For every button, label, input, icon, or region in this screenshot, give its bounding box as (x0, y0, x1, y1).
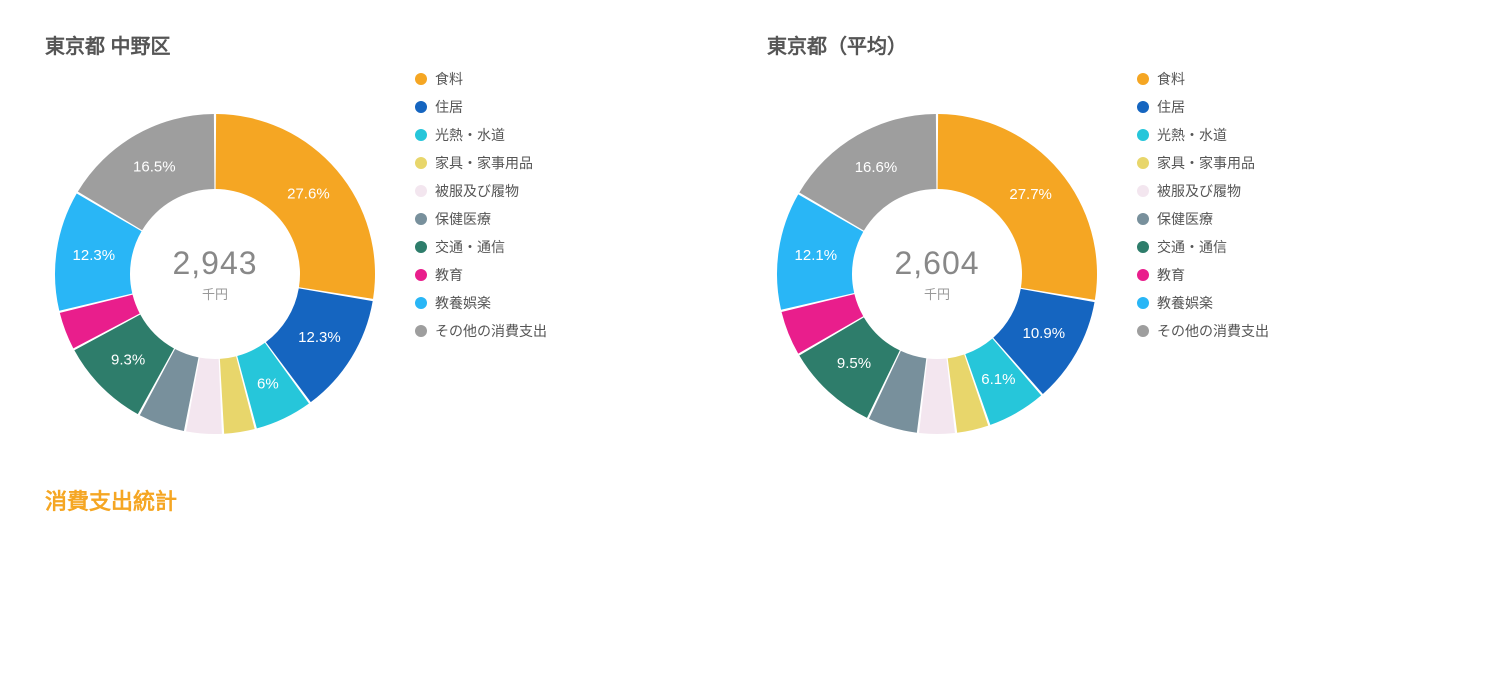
legend-item-other[interactable]: その他の消費支出 (1137, 321, 1269, 341)
legend-item-utilities[interactable]: 光熱・水道 (415, 125, 547, 145)
legend-label: 食料 (435, 69, 463, 89)
legend-label: その他の消費支出 (435, 321, 547, 341)
donut-center-unit: 千円 (894, 284, 979, 303)
legend-label: 交通・通信 (1157, 237, 1227, 257)
legend-swatch (415, 185, 427, 197)
donut-center: 2,604 千円 (894, 245, 979, 303)
legend-label: 保健医療 (435, 209, 491, 229)
legend: 食料住居光熱・水道家具・家事用品被服及び履物保健医療交通・通信教育教養娯楽その他… (1137, 69, 1269, 341)
legend-swatch (415, 241, 427, 253)
legend-item-transport[interactable]: 交通・通信 (415, 237, 547, 257)
legend-item-furniture[interactable]: 家具・家事用品 (415, 153, 547, 173)
legend-swatch (415, 157, 427, 169)
legend-swatch (1137, 129, 1149, 141)
legend-swatch (1137, 213, 1149, 225)
legend-swatch (1137, 157, 1149, 169)
legend-swatch (1137, 185, 1149, 197)
legend-item-education[interactable]: 教育 (415, 265, 547, 285)
slice-label: 9.5% (837, 355, 871, 372)
slice-label: 9.3% (111, 351, 145, 368)
legend-label: 食料 (1157, 69, 1185, 89)
legend-item-leisure[interactable]: 教養娯楽 (415, 293, 547, 313)
legend-label: その他の消費支出 (1157, 321, 1269, 341)
legend-label: 教育 (1157, 265, 1185, 285)
donut-chart: 27.6% 12.3% 6% 9.3% 12.3% 16.5% 2,943 千円 (45, 104, 385, 444)
donut-chart: 27.7% 10.9% 6.1% 9.5% 12.1% 16.6% 2,604 千円 (767, 104, 1107, 444)
legend-item-furniture[interactable]: 家具・家事用品 (1137, 153, 1269, 173)
legend-swatch (1137, 73, 1149, 85)
slice-label: 16.6% (855, 159, 898, 176)
charts-row: 東京都 中野区 27.6% 12.3% 6% 9.3% 12.3% 16.5% 2,943 千円… (45, 30, 1449, 444)
legend-label: 被服及び履物 (435, 181, 519, 201)
slice-label: 10.9% (1023, 325, 1066, 342)
legend-label: 光熱・水道 (1157, 125, 1227, 145)
slice-label: 12.3% (298, 329, 341, 346)
legend-label: 教養娯楽 (435, 293, 491, 313)
legend-item-medical[interactable]: 保健医療 (1137, 209, 1269, 229)
section-title: 消費支出統計 (45, 484, 1449, 516)
legend-item-clothing[interactable]: 被服及び履物 (415, 181, 547, 201)
legend-swatch (1137, 325, 1149, 337)
slice-label: 16.5% (133, 159, 176, 176)
legend-label: 保健医療 (1157, 209, 1213, 229)
legend-swatch (415, 269, 427, 281)
chart-block-nakano: 東京都 中野区 27.6% 12.3% 6% 9.3% 12.3% 16.5% 2,943 千円… (45, 30, 727, 444)
slice-label: 27.6% (287, 186, 330, 203)
chart-body: 27.6%12.3%6%9.3%12.3%16.5%2,943千円食料住居光熱・… (45, 104, 727, 444)
donut-center-value: 2,943 (172, 245, 257, 282)
legend-swatch (415, 325, 427, 337)
slice-label: 12.3% (73, 247, 116, 264)
slice-label: 27.7% (1009, 186, 1052, 203)
legend-item-housing[interactable]: 住居 (1137, 97, 1269, 117)
legend-swatch (415, 297, 427, 309)
donut-center: 2,943 千円 (172, 245, 257, 303)
chart-title: 東京都 中野区 (45, 30, 727, 59)
slice-label: 12.1% (795, 247, 838, 264)
legend-label: 被服及び履物 (1157, 181, 1241, 201)
legend-swatch (415, 213, 427, 225)
legend-label: 交通・通信 (435, 237, 505, 257)
legend-label: 家具・家事用品 (1157, 153, 1255, 173)
legend-swatch (415, 129, 427, 141)
legend-item-utilities[interactable]: 光熱・水道 (1137, 125, 1269, 145)
legend-label: 家具・家事用品 (435, 153, 533, 173)
legend-swatch (1137, 241, 1149, 253)
legend-label: 住居 (435, 97, 463, 117)
chart-block-tokyo-avg: 東京都（平均） 27.7% 10.9% 6.1% 9.5% 12.1% 16.6% 2,604… (767, 30, 1449, 444)
donut-center-unit: 千円 (172, 284, 257, 303)
legend-swatch (1137, 269, 1149, 281)
legend-item-food[interactable]: 食料 (1137, 69, 1269, 89)
legend-swatch (415, 73, 427, 85)
legend-label: 教養娯楽 (1157, 293, 1213, 313)
legend-label: 住居 (1157, 97, 1185, 117)
legend-swatch (415, 101, 427, 113)
legend-swatch (1137, 297, 1149, 309)
legend-label: 光熱・水道 (435, 125, 505, 145)
chart-body: 27.7%10.9%6.1%9.5%12.1%16.6%2,604千円食料住居光… (767, 104, 1449, 444)
legend-item-clothing[interactable]: 被服及び履物 (1137, 181, 1269, 201)
chart-title: 東京都（平均） (767, 30, 1449, 59)
legend-label: 教育 (435, 265, 463, 285)
slice-label: 6% (257, 375, 279, 392)
legend-item-other[interactable]: その他の消費支出 (415, 321, 547, 341)
legend-item-housing[interactable]: 住居 (415, 97, 547, 117)
legend-item-leisure[interactable]: 教養娯楽 (1137, 293, 1269, 313)
legend-item-food[interactable]: 食料 (415, 69, 547, 89)
legend: 食料住居光熱・水道家具・家事用品被服及び履物保健医療交通・通信教育教養娯楽その他… (415, 69, 547, 341)
legend-swatch (1137, 101, 1149, 113)
legend-item-medical[interactable]: 保健医療 (415, 209, 547, 229)
slice-label: 6.1% (981, 371, 1015, 388)
legend-item-transport[interactable]: 交通・通信 (1137, 237, 1269, 257)
legend-item-education[interactable]: 教育 (1137, 265, 1269, 285)
donut-center-value: 2,604 (894, 245, 979, 282)
